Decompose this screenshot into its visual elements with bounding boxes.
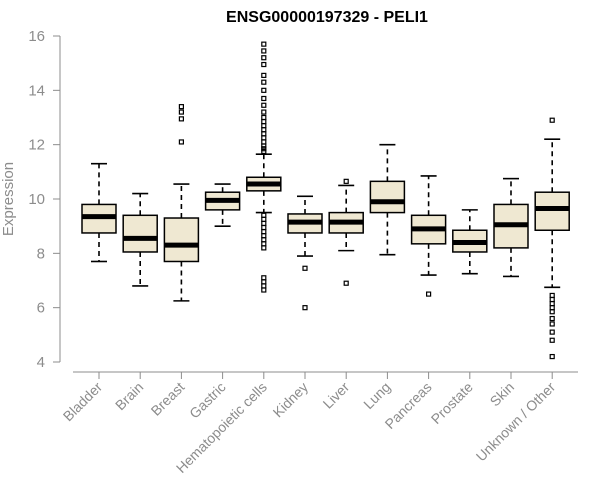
y-tick-label: 16 xyxy=(28,28,45,45)
outlier-point xyxy=(261,95,267,102)
outlier-point xyxy=(178,104,184,110)
y-tick-label: 4 xyxy=(37,354,45,371)
outlier-point xyxy=(549,296,555,303)
y-tick-label: 8 xyxy=(37,245,45,262)
box-group xyxy=(493,177,529,278)
x-tick-label: Brain xyxy=(112,379,146,413)
outlier-point xyxy=(178,116,184,122)
chart-title: ENSG00000197329 - PELI1 xyxy=(226,9,428,26)
outlier-point xyxy=(178,109,184,115)
outlier-point xyxy=(261,139,267,145)
box-group xyxy=(534,117,570,360)
outlier-point xyxy=(343,178,349,184)
x-tick-label: Kidney xyxy=(270,379,312,421)
outlier-point xyxy=(261,127,267,133)
outlier-point xyxy=(549,321,555,327)
x-tick-label: Prostate xyxy=(428,379,476,427)
outlier-point xyxy=(549,117,555,123)
outlier-point xyxy=(261,135,267,141)
outlier-point xyxy=(261,114,267,121)
outlier-point xyxy=(261,41,267,47)
box-iqr xyxy=(369,180,406,214)
outlier-point xyxy=(261,123,267,129)
outlier-point xyxy=(261,131,267,137)
outlier-point xyxy=(261,79,267,85)
outlier-point xyxy=(261,220,267,227)
x-tick-label: Bladder xyxy=(60,379,106,425)
outlier-point xyxy=(261,216,267,222)
box-group xyxy=(287,195,323,311)
outlier-point xyxy=(261,275,267,281)
outlier-point xyxy=(549,300,555,307)
box-group xyxy=(81,162,117,263)
box-group xyxy=(246,41,282,293)
outlier-point xyxy=(549,337,555,343)
box-group xyxy=(452,209,488,275)
box-group xyxy=(122,192,158,287)
outlier-point xyxy=(549,353,555,360)
outlier-point xyxy=(549,305,555,311)
outlier-point xyxy=(261,118,267,125)
box-group xyxy=(369,143,406,256)
y-tick-label: 10 xyxy=(28,191,45,208)
outlier-point xyxy=(261,72,267,78)
outlier-point xyxy=(261,241,267,247)
boxes xyxy=(81,41,570,360)
outlier-point xyxy=(178,139,184,145)
outlier-point xyxy=(261,287,267,293)
outlier-point xyxy=(261,55,267,61)
x-tick-label: Lung xyxy=(360,379,393,412)
outlier-point xyxy=(261,146,267,152)
x-tick-label: Skin xyxy=(487,379,518,410)
outlier-point xyxy=(302,305,308,311)
outlier-point xyxy=(261,87,267,93)
outlier-point xyxy=(261,229,267,235)
box-iqr xyxy=(163,217,200,263)
outlier-point xyxy=(549,292,555,299)
outlier-point xyxy=(261,237,267,243)
y-axis-label: Expression xyxy=(0,162,17,236)
box-group xyxy=(328,178,364,286)
x-tick-label: Breast xyxy=(148,379,188,419)
box-iqr xyxy=(534,191,570,231)
outlier-point xyxy=(261,148,267,155)
outlier-point xyxy=(261,48,267,54)
box-group xyxy=(163,104,200,302)
outlier-point xyxy=(261,143,267,149)
outlier-point xyxy=(549,329,555,335)
y-ticks: 4 6 8 10 12 14 16 xyxy=(28,28,60,371)
outlier-point xyxy=(261,233,267,239)
outlier-point xyxy=(261,279,267,285)
outlier-point xyxy=(343,280,349,286)
box-group xyxy=(204,183,241,227)
outlier-point xyxy=(261,109,267,115)
outlier-point xyxy=(426,291,432,297)
outlier-point xyxy=(261,283,267,289)
outlier-point xyxy=(302,265,308,271)
outlier-point xyxy=(261,212,267,218)
outlier-point xyxy=(261,245,267,251)
outlier-point xyxy=(549,315,555,322)
outlier-point xyxy=(549,309,555,315)
box-group xyxy=(410,175,447,297)
y-tick-label: 12 xyxy=(28,137,45,154)
outlier-point xyxy=(261,61,267,68)
outlier-point xyxy=(261,224,267,231)
box-iqr xyxy=(122,214,158,253)
outlier-point xyxy=(261,102,267,108)
y-tick-label: 14 xyxy=(28,82,45,99)
y-tick-label: 6 xyxy=(37,300,45,317)
x-tick-label: Liver xyxy=(320,379,353,412)
